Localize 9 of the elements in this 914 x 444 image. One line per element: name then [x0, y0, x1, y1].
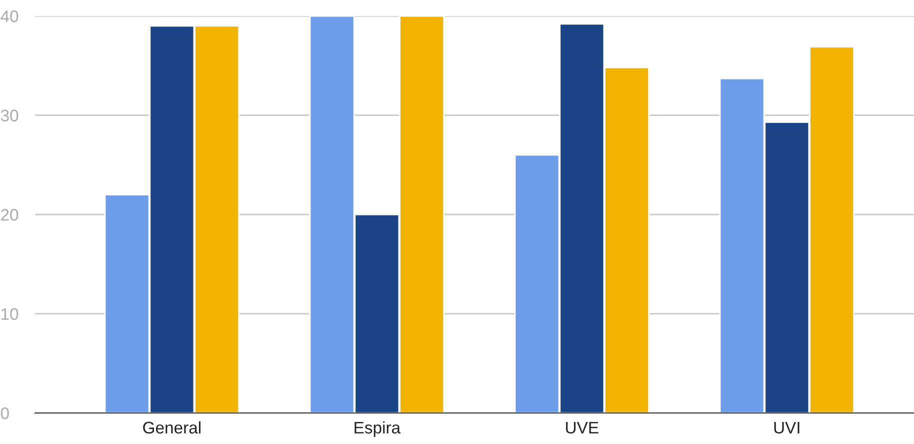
- y-tick-label: 30: [0, 110, 18, 122]
- x-tick-label: UVI: [774, 422, 800, 434]
- x-tick-label: UVE: [566, 422, 598, 434]
- x-tick-label: General: [143, 421, 200, 434]
- y-tick-label: 40: [0, 10, 18, 22]
- y-tick-label: 10: [2, 308, 18, 320]
- x-tick-label: Espira: [354, 421, 401, 437]
- y-tick-label: 20: [1, 208, 18, 221]
- y-tick-label: 0: [0, 407, 9, 420]
